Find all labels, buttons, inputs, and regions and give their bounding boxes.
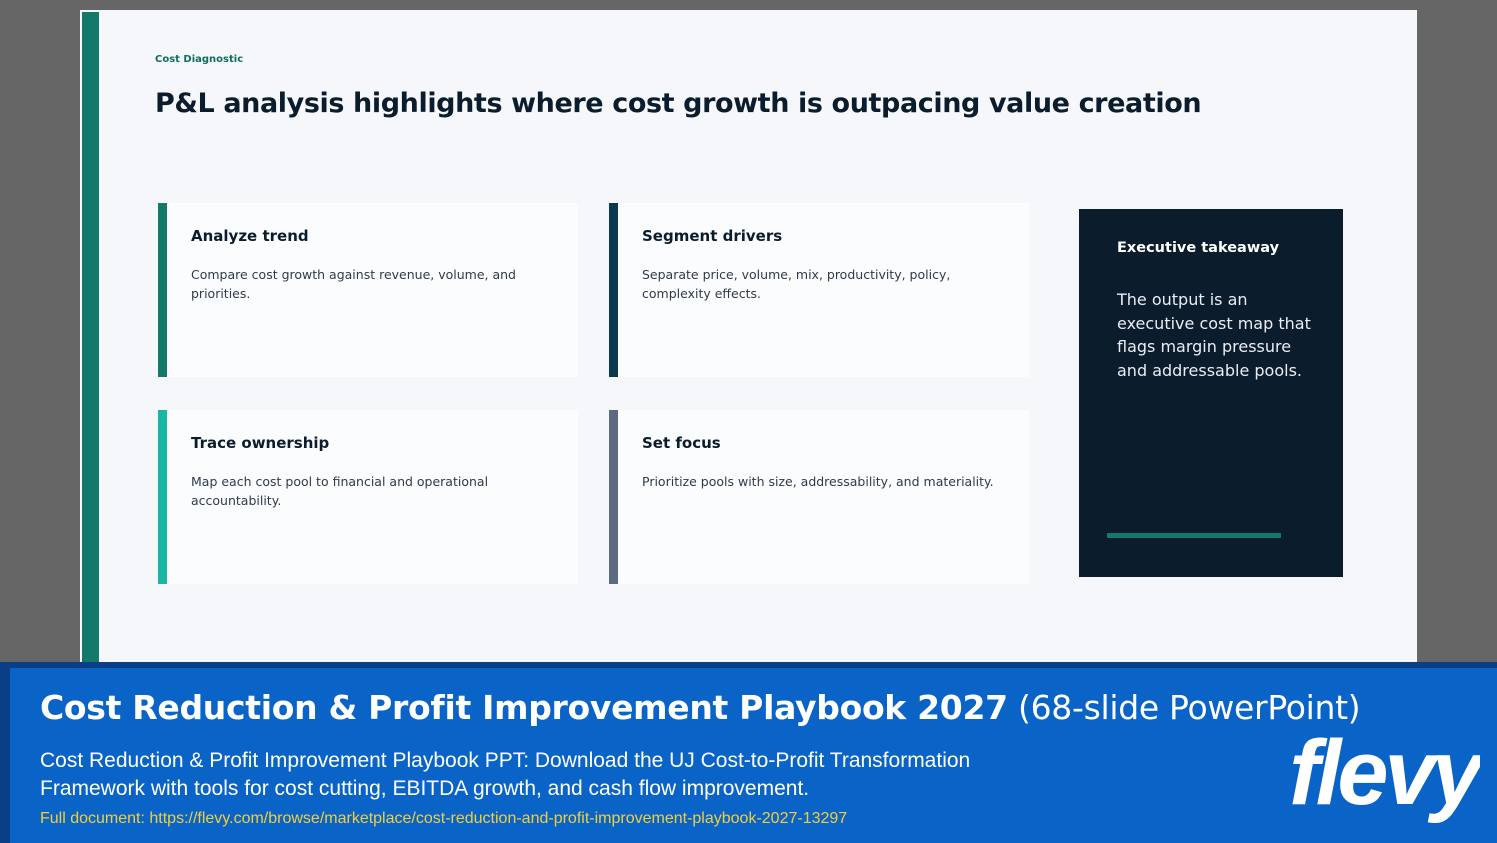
flevy-logo[interactable]: flevy xyxy=(1288,726,1480,826)
banner-title-subtitle: (68-slide PowerPoint) xyxy=(1018,688,1361,727)
card-accent-bar xyxy=(609,203,618,377)
card-set-focus: Set focus Prioritize pools with size, ad… xyxy=(609,410,1029,584)
product-banner: Cost Reduction & Profit Improvement Play… xyxy=(0,662,1497,843)
banner-title: Cost Reduction & Profit Improvement Play… xyxy=(40,688,1361,727)
card-accent-bar xyxy=(158,410,167,584)
takeaway-title: Executive takeaway xyxy=(1117,240,1280,256)
flevy-logo-text: flevy xyxy=(1289,726,1480,824)
slide: Cost Diagnostic P&L analysis highlights … xyxy=(80,10,1417,662)
card-segment-drivers: Segment drivers Separate price, volume, … xyxy=(609,203,1029,377)
slide-accent-bar xyxy=(82,12,99,662)
takeaway-body: The output is an executive cost map that… xyxy=(1117,290,1311,380)
slide-title: P&L analysis highlights where cost growt… xyxy=(155,88,1202,119)
card-analyze-trend: Analyze trend Compare cost growth agains… xyxy=(158,203,578,377)
card-accent-bar xyxy=(158,203,167,377)
banner-description: Cost Reduction & Profit Improvement Play… xyxy=(40,749,971,800)
banner-left-stripe xyxy=(0,668,10,843)
executive-takeaway-panel: Executive takeaway The output is an exec… xyxy=(1079,209,1343,577)
slide-eyebrow: Cost Diagnostic xyxy=(155,54,244,65)
card-body: Prioritize pools with size, addressabili… xyxy=(642,474,994,489)
full-document-link[interactable]: Full document: https://flevy.com/browse/… xyxy=(40,810,848,827)
card-title: Analyze trend xyxy=(191,227,309,245)
takeaway-accent-line xyxy=(1107,533,1281,538)
card-trace-ownership: Trace ownership Map each cost pool to fi… xyxy=(158,410,578,584)
banner-title-main: Cost Reduction & Profit Improvement Play… xyxy=(40,688,1008,727)
card-body: Separate price, volume, mix, productivit… xyxy=(642,267,951,301)
card-title: Segment drivers xyxy=(642,227,783,245)
card-body: Map each cost pool to financial and oper… xyxy=(191,474,489,508)
card-body: Compare cost growth against revenue, vol… xyxy=(191,267,516,301)
card-accent-bar xyxy=(609,410,618,584)
card-title: Set focus xyxy=(642,434,721,452)
card-title: Trace ownership xyxy=(191,434,330,452)
banner-top-stripe xyxy=(0,662,1497,668)
